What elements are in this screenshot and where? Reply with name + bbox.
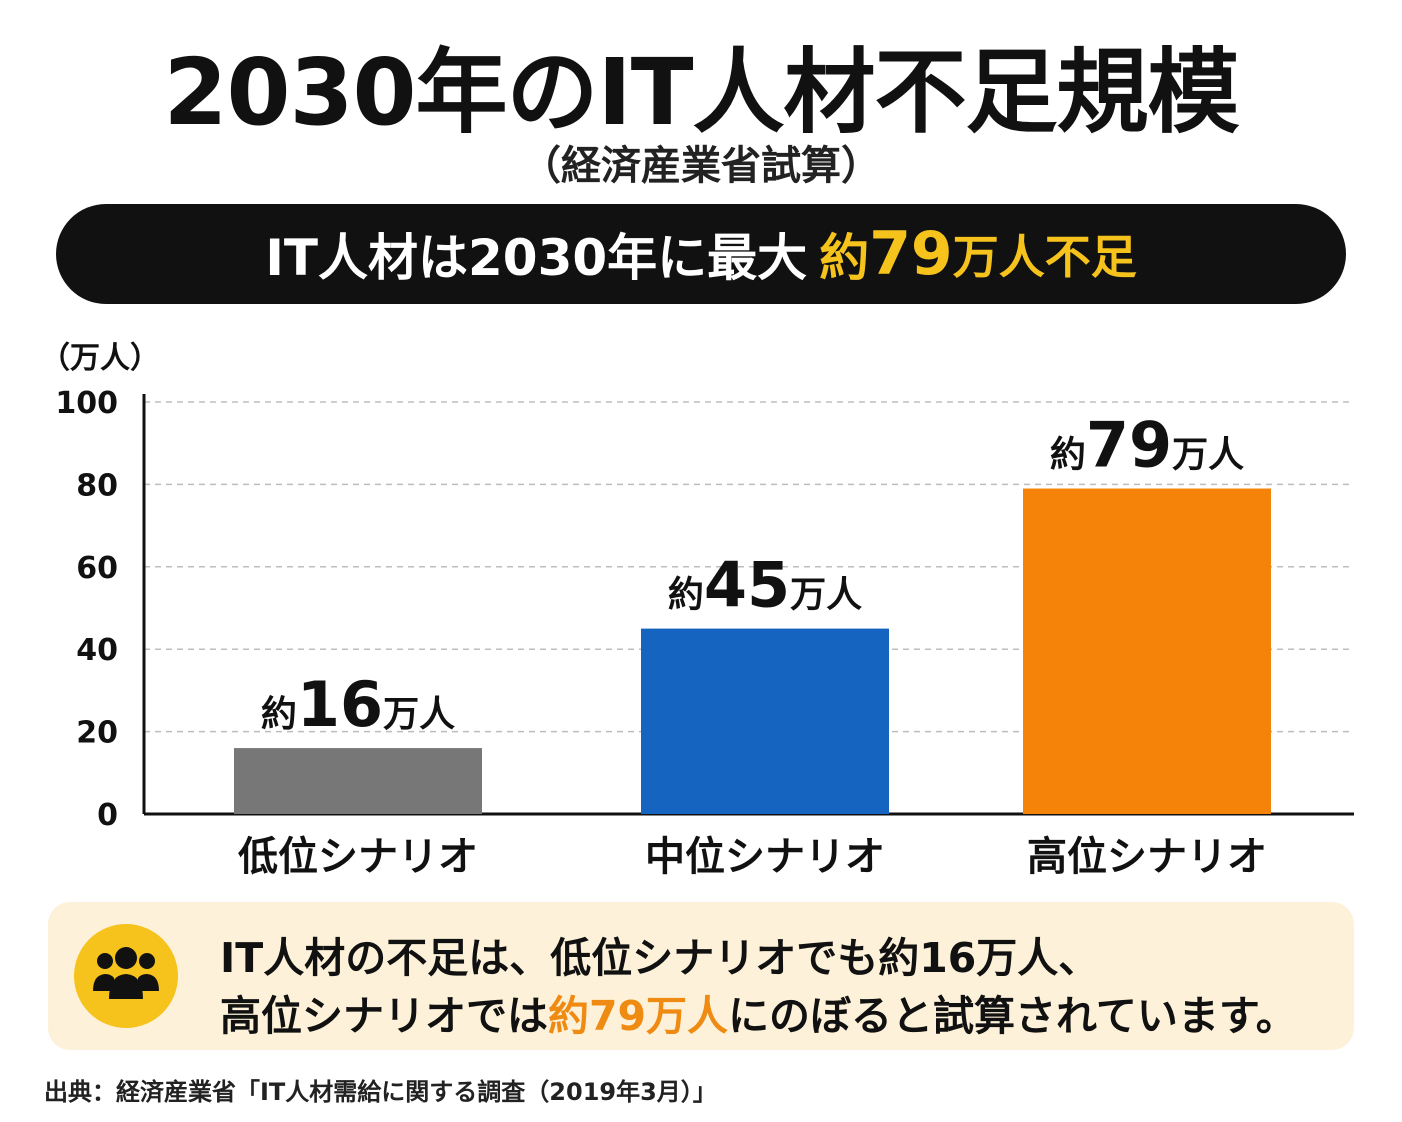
category-label-1: 低位シナリオ — [238, 834, 478, 880]
page-title: 2030年のIT人材不足規模 — [163, 39, 1239, 146]
note-line-2: 高位シナリオでは約79万人にのぼると試算されています。 — [220, 982, 1297, 1042]
y-axis-unit: （万人） — [40, 341, 160, 376]
bar-1 — [234, 748, 482, 814]
category-label-2: 中位シナリオ — [645, 834, 885, 880]
data-label-2: 約45万人 — [668, 549, 862, 622]
note-line-2-post: にのぼると試算されています。 — [728, 992, 1297, 1040]
banner-prefix: IT人材は2030年に最大 — [265, 229, 808, 287]
headline-banner: IT人材は2030年に最大 約 79 万人不足 — [56, 204, 1346, 304]
source-citation: 出典：経済産業省「IT人材需給に関する調査（2019年3月）」 — [44, 1078, 717, 1106]
banner-highlight-number: 79 — [869, 219, 953, 289]
note-line-2-accent: 約79万人 — [548, 992, 729, 1040]
banner-highlight-suffix: 万人不足 — [952, 230, 1137, 284]
bar-2 — [641, 628, 889, 814]
category-label-3: 高位シナリオ — [1027, 834, 1267, 880]
y-tick-label: 0 — [97, 798, 118, 833]
y-tick-label: 80 — [76, 468, 118, 503]
page-subtitle: （経済産業省試算） — [521, 143, 881, 189]
y-tick-label: 60 — [76, 551, 118, 586]
y-tick-label: 40 — [76, 633, 118, 668]
note-line-1: IT人材の不足は、低位シナリオでも約16万人、 — [220, 934, 1100, 982]
banner-highlight-approx: 約 — [819, 229, 870, 287]
data-label-3: 約79万人 — [1050, 409, 1244, 482]
summary-note: IT人材の不足は、低位シナリオでも約16万人、 高位シナリオでは約79万人にのぼ… — [48, 902, 1354, 1050]
note-line-2-pre: 高位シナリオでは — [220, 992, 548, 1040]
y-tick-label: 100 — [55, 386, 118, 421]
people-group-icon — [74, 924, 178, 1028]
y-tick-label: 20 — [76, 716, 118, 751]
data-label-1: 約16万人 — [261, 668, 455, 741]
bar-3 — [1023, 488, 1271, 814]
